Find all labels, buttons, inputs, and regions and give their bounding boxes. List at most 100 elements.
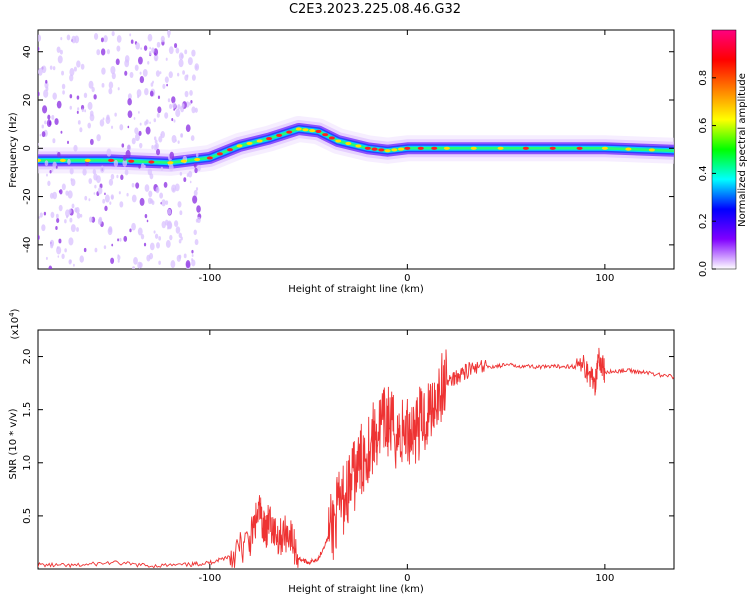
spectrogram-peak <box>206 156 213 160</box>
spectrogram-speckle <box>38 142 39 146</box>
spectrogram-speckle <box>152 80 154 84</box>
spectrogram-speckle <box>138 130 142 136</box>
spectrogram-speckle <box>124 70 128 76</box>
spectrogram-speckle <box>183 177 187 182</box>
spectrogram-speckle <box>149 90 154 97</box>
spectrogram-speckle <box>178 239 182 244</box>
colorbar-tick-label: 0.2 <box>698 213 709 229</box>
spectrogram-speckle <box>102 198 106 204</box>
spectrogram-speckle <box>138 165 141 169</box>
spectrogram-speckle <box>151 47 155 53</box>
spectrogram-speckle <box>74 207 78 213</box>
spectrogram-speckle <box>184 74 189 81</box>
spectrogram-speckle <box>69 94 73 99</box>
spectrogram-speckle <box>150 82 154 87</box>
spectrogram-speckle <box>131 182 135 188</box>
spectrogram-speckle <box>190 99 193 104</box>
spectrogram-peak <box>266 137 273 141</box>
spectrogram-peak <box>417 146 424 150</box>
spectrogram-speckle <box>195 218 199 223</box>
spectrogram-speckle <box>123 235 128 242</box>
spectrogram-speckle <box>58 190 61 193</box>
spectrogram-speckle <box>177 104 181 110</box>
spectrogram-speckle <box>88 216 93 223</box>
spectrogram-speckle <box>38 91 40 97</box>
spectrogram-speckle <box>185 260 191 268</box>
spectrogram-speckle <box>185 124 191 133</box>
colorbar-gradient <box>711 29 737 270</box>
spectrogram-speckle <box>56 217 60 224</box>
spectrogram-speckle <box>84 195 88 201</box>
spectrogram-speckle <box>119 237 122 242</box>
spectrogram-speckle <box>131 222 136 231</box>
spectrogram-speckle <box>67 190 73 199</box>
spectrogram-speckle <box>67 140 69 144</box>
spectrogram-speckle <box>121 143 125 148</box>
spectrogram-speckle <box>111 31 115 37</box>
spectrogram-peak <box>216 152 223 156</box>
spectrogram-speckle <box>145 126 151 135</box>
spectrogram-speckle <box>166 83 168 87</box>
spectrogram-speckle <box>49 65 53 70</box>
y-tick-label: 1.5 <box>22 402 33 418</box>
spectrogram-speckle <box>195 152 199 158</box>
spectrogram-speckle <box>175 108 181 118</box>
spectrogram-speckle <box>155 186 160 194</box>
spectrogram-speckle <box>43 89 49 98</box>
spectrogram-speckle <box>175 47 180 54</box>
spectrogram-speckle <box>111 243 114 247</box>
spectrogram-speckle <box>143 242 147 247</box>
spectrogram-peak <box>128 159 135 163</box>
spectrogram-peak <box>443 146 450 150</box>
spectrogram-speckle <box>44 160 49 167</box>
spectrogram-speckle <box>69 105 72 110</box>
spectrogram-speckle <box>135 42 140 50</box>
spectrogram-speckle <box>139 76 145 84</box>
spectrogram-speckle <box>153 53 159 62</box>
spectrogram-speckle <box>50 243 54 249</box>
spectrogram-speckle <box>153 144 158 151</box>
spectrogram-speckle <box>43 211 47 216</box>
spectrogram-speckle <box>73 66 77 72</box>
spectrogram-speckle <box>192 195 198 204</box>
spectrogram-speckle <box>193 189 198 197</box>
spectrogram-speckle <box>146 254 151 262</box>
spectrogram-speckle <box>166 220 172 229</box>
spectrogram-speckle <box>165 240 171 248</box>
spectrogram-speckle <box>134 133 140 142</box>
spectrogram-speckle <box>111 72 116 80</box>
spectrogram-speckle <box>131 194 137 203</box>
spectrogram-speckle <box>137 227 143 236</box>
spectrogram-speckle <box>132 266 136 269</box>
spectrogram-speckle <box>171 117 174 122</box>
spectrogram-speckle <box>171 96 176 104</box>
spectrogram-speckle <box>173 119 176 123</box>
snr-panel: -100 0 100 0.5 1.0 1.5 2.0 Height of straight … <box>8 308 675 595</box>
spectrogram-speckle <box>93 192 96 195</box>
spectrogram-speckle <box>129 228 132 233</box>
spectrogram-speckle <box>49 192 54 199</box>
spectrogram-speckle <box>155 70 160 77</box>
spectrogram-speckle <box>164 112 169 119</box>
spectrogram-peak <box>625 147 632 151</box>
spectrogram-speckle <box>55 213 59 219</box>
spectrogram-speckle <box>127 110 133 119</box>
spectrogram-speckle <box>80 63 85 70</box>
spectrogram-speckle <box>167 208 172 215</box>
x-tick-label: 0 <box>404 273 410 284</box>
spectrogram-speckle <box>77 120 81 125</box>
spectrogram-speckle <box>106 49 111 55</box>
spectrogram-speckle <box>133 256 138 265</box>
spectrogram-speckle <box>129 33 132 37</box>
spectrogram-speckle <box>38 216 41 219</box>
spectrogram-speckle <box>55 165 58 169</box>
spectrogram-speckle <box>108 178 114 186</box>
colorbar-label: Normalized spectral amplitude <box>737 73 748 227</box>
spectrogram-speckle <box>163 181 168 188</box>
spectrogram-speckle <box>153 48 159 56</box>
spectrogram-speckle <box>156 41 161 48</box>
spectrogram-speckle <box>68 237 74 246</box>
spectrogram-speckle <box>195 187 199 191</box>
spectrogram-speckle <box>81 108 84 113</box>
spectrogram-peak <box>345 141 352 146</box>
